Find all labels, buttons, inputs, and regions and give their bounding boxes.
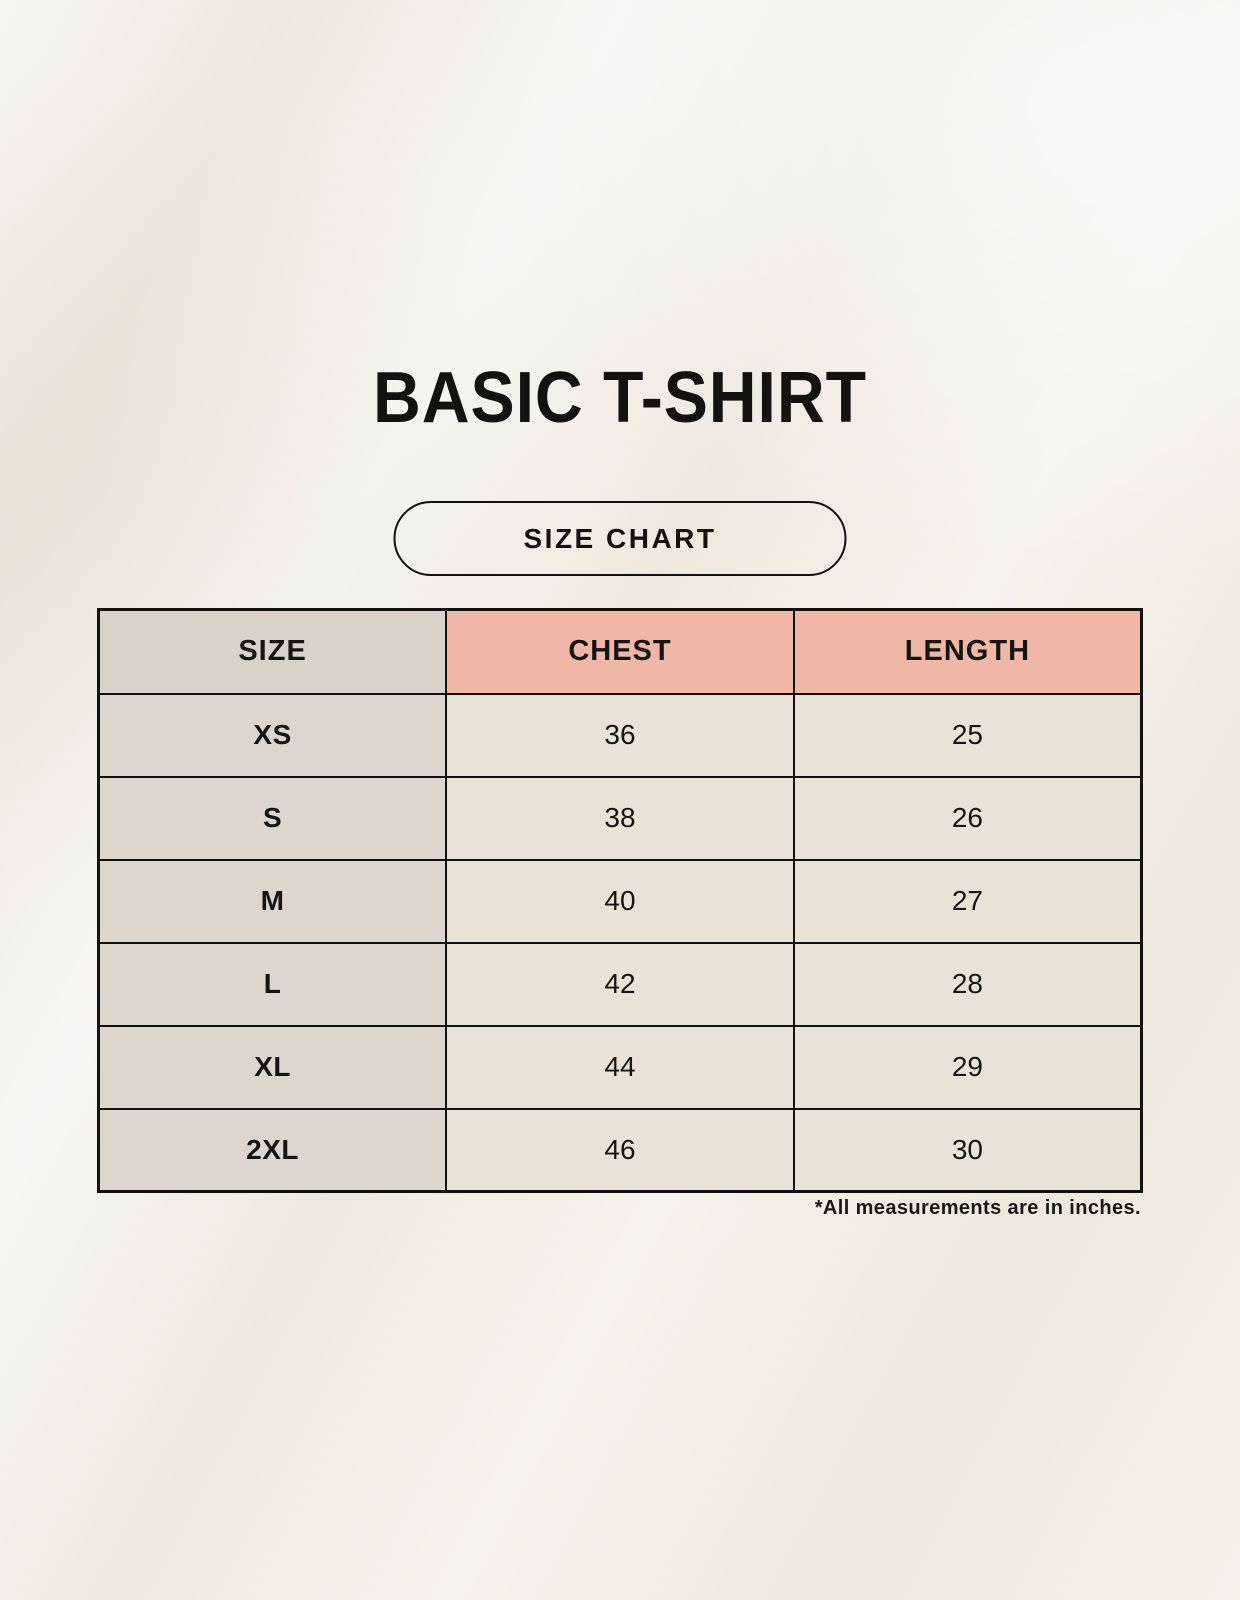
size-chart-table-container: SIZE CHEST LENGTH XS 36 25 S 38 26 M 40 …: [97, 608, 1143, 1193]
column-header-size: SIZE: [97, 608, 448, 695]
table-row-2xl: 2XL 46 30: [97, 1107, 1143, 1193]
length-cell: 27: [792, 858, 1143, 944]
length-cell: 28: [792, 941, 1143, 1027]
size-cell: XS: [97, 692, 448, 778]
column-header-chest: CHEST: [445, 608, 795, 695]
length-cell: 25: [792, 692, 1143, 778]
column-header-length: LENGTH: [792, 608, 1143, 695]
size-chart-table: SIZE CHEST LENGTH XS 36 25 S 38 26 M 40 …: [97, 608, 1143, 1193]
size-cell: 2XL: [97, 1107, 448, 1193]
chest-cell: 36: [445, 692, 795, 778]
table-row-l: L 42 28: [97, 941, 1143, 1027]
table-row-xs: XS 36 25: [97, 692, 1143, 778]
chest-cell: 42: [445, 941, 795, 1027]
table-header-row: SIZE CHEST LENGTH: [97, 608, 1143, 695]
size-cell: M: [97, 858, 448, 944]
table-row-s: S 38 26: [97, 775, 1143, 861]
length-cell: 26: [792, 775, 1143, 861]
length-cell: 29: [792, 1024, 1143, 1110]
units-footnote: *All measurements are in inches.: [814, 1197, 1141, 1219]
size-cell: S: [97, 775, 448, 861]
length-cell: 30: [792, 1107, 1143, 1193]
chest-cell: 46: [445, 1107, 795, 1193]
size-chart-button[interactable]: SIZE CHART: [393, 501, 847, 576]
table-row-m: M 40 27: [97, 858, 1143, 944]
chest-cell: 38: [445, 775, 795, 861]
size-cell: L: [97, 941, 448, 1027]
size-chart-button-label: SIZE CHART: [523, 522, 717, 554]
page-title: BASIC T-SHIRT: [372, 358, 868, 438]
chest-cell: 40: [445, 858, 795, 944]
chest-cell: 44: [445, 1024, 795, 1110]
table-row-xl: XL 44 29: [97, 1024, 1143, 1110]
size-cell: XL: [97, 1024, 448, 1110]
